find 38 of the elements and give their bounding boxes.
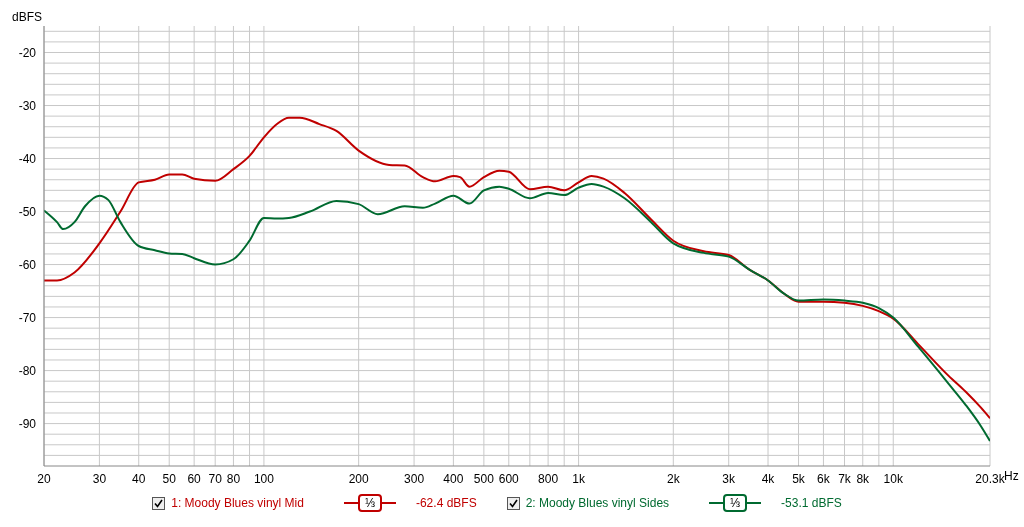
x-tick-label: 300 bbox=[404, 471, 425, 486]
x-tick-label: 40 bbox=[132, 471, 146, 486]
text: -53.1 dBFS bbox=[781, 496, 842, 510]
text: 2: Moody Blues vinyl Sides bbox=[525, 496, 670, 510]
x-tick-label: 7k bbox=[838, 471, 852, 486]
text: -62.4 dBFS bbox=[415, 496, 477, 510]
x-tick-label: 60 bbox=[187, 471, 202, 486]
x-tick-label: 10k bbox=[883, 471, 904, 486]
x-axis-title: Hz bbox=[1004, 469, 1019, 483]
x-tick-label: 30 bbox=[92, 471, 107, 486]
x-tick-label: 8k bbox=[856, 471, 871, 486]
x-tick-label: 2k bbox=[666, 471, 681, 486]
x-tick-label: 3k bbox=[722, 471, 737, 486]
y-tick-label: -50 bbox=[18, 204, 37, 219]
x-tick-label: 70 bbox=[208, 471, 223, 486]
y-tick-label: -20 bbox=[18, 45, 37, 60]
x-tick-label: 50 bbox=[162, 471, 177, 486]
x-tick-label: 1k bbox=[572, 471, 586, 486]
y-tick-label: -80 bbox=[18, 363, 37, 378]
x-tick-label: 800 bbox=[538, 471, 559, 486]
x-tick-label: 500 bbox=[473, 471, 495, 486]
y-tick-label: -30 bbox=[18, 98, 37, 113]
x-tick-label: 80 bbox=[226, 471, 241, 486]
y-tick-label: -60 bbox=[18, 257, 37, 272]
x-tick-label: 6k bbox=[817, 471, 831, 486]
y-tick-label: -90 bbox=[18, 416, 37, 431]
x-tick-label: 20.3k bbox=[975, 471, 1006, 486]
x-tick-label: 600 bbox=[498, 471, 520, 486]
x-tick-label: 20 bbox=[37, 471, 51, 486]
y-axis-title: dBFS bbox=[12, 10, 43, 24]
y-tick-label: -40 bbox=[18, 151, 37, 166]
x-tick-label: 5k bbox=[792, 471, 806, 486]
x-tick-label: 100 bbox=[253, 471, 275, 486]
x-tick-label: 400 bbox=[443, 471, 464, 486]
x-tick-label: 4k bbox=[761, 471, 776, 486]
text: 1: Moody Blues vinyl Mid bbox=[171, 496, 304, 510]
x-tick-label: 200 bbox=[348, 471, 369, 486]
y-tick-label: -70 bbox=[18, 310, 37, 325]
